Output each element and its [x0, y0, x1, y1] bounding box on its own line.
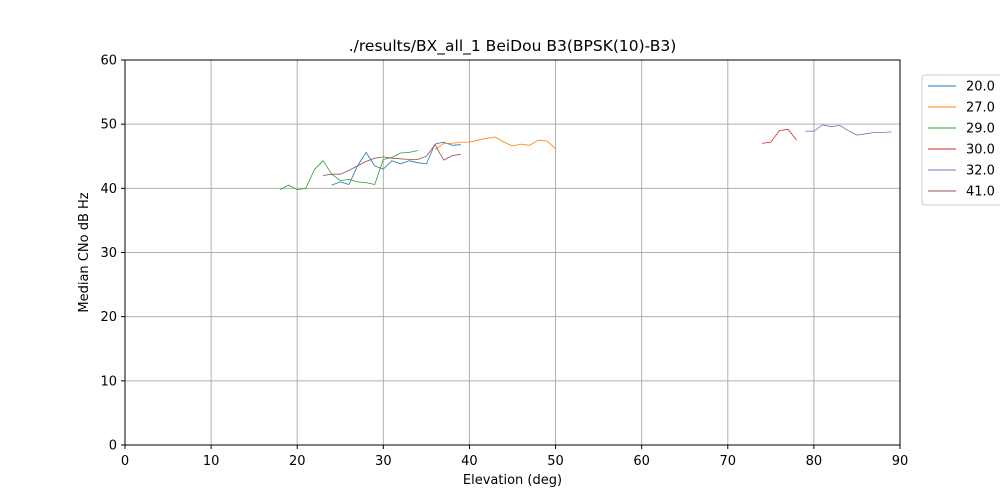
series-line-27-0	[434, 136, 556, 151]
x-tick-label: 0	[121, 454, 129, 469]
x-tick-label: 40	[461, 454, 478, 469]
x-tick-label: 60	[633, 454, 650, 469]
axis-ticks: 0 10 20 30 40 50 60 70 80 90 0 10 20 30 40 50 60	[100, 54, 908, 470]
legend: 20.0 27.0 29.0 30.0 32.0 41.0	[921, 74, 1000, 206]
x-tick-label: 20	[289, 454, 306, 469]
y-axis-label: Median CNo dB Hz	[77, 192, 92, 312]
legend-label: 30.0	[966, 143, 995, 158]
series-lines	[279, 124, 892, 191]
legend-label: 32.0	[966, 164, 995, 179]
legend-label: 20.0	[966, 80, 995, 95]
y-tick-label: 20	[100, 310, 117, 325]
series-line-41-0	[323, 144, 461, 176]
x-tick-label: 80	[806, 454, 823, 469]
x-axis-label: Elevation (deg)	[463, 473, 562, 488]
series-line-29-0	[279, 150, 418, 191]
x-tick-label: 30	[375, 454, 392, 469]
x-tick-label: 90	[892, 454, 909, 469]
y-tick-label: 30	[100, 246, 117, 261]
legend-label: 27.0	[966, 101, 995, 116]
series-line-30-0	[762, 128, 798, 144]
y-tick-label: 50	[100, 118, 117, 133]
y-tick-label: 60	[100, 54, 117, 69]
x-tick-label: 70	[720, 454, 737, 469]
x-tick-label: 50	[547, 454, 564, 469]
legend-label: 29.0	[966, 122, 995, 137]
grid	[124, 59, 901, 446]
y-tick-label: 0	[109, 439, 117, 454]
y-tick-label: 40	[100, 182, 117, 197]
series-line-20-0	[331, 141, 461, 186]
legend-box	[921, 74, 1000, 206]
y-tick-label: 10	[100, 374, 117, 389]
chart-title: ./results/BX_all_1 BeiDou B3(BPSK(10)-B3…	[349, 37, 677, 56]
legend-label: 41.0	[966, 185, 995, 200]
x-tick-label: 10	[203, 454, 220, 469]
series-line-32-0	[805, 124, 892, 136]
